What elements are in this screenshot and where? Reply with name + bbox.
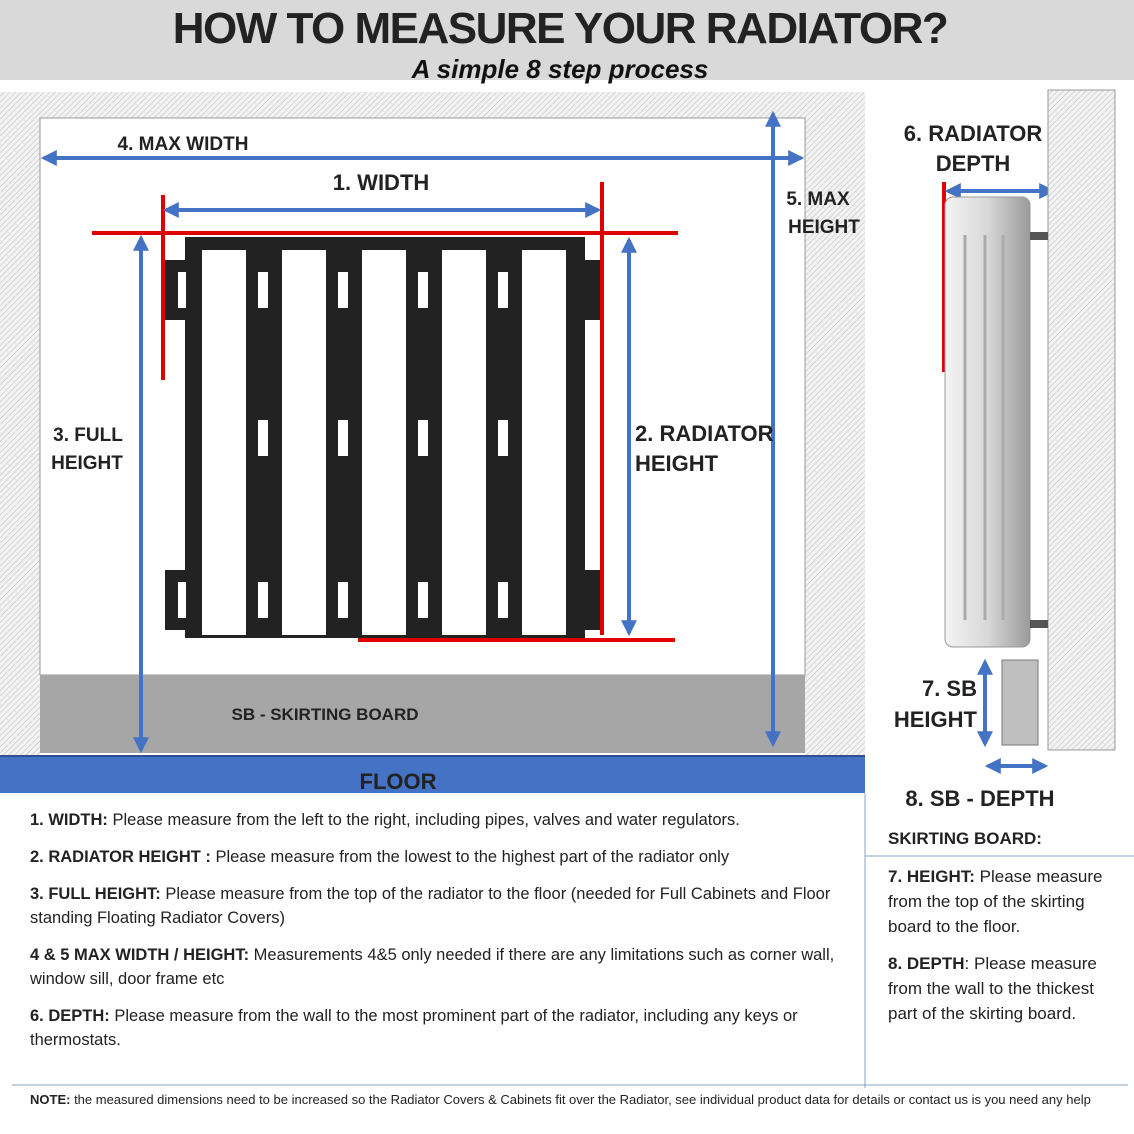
- instruction-item: 3. FULL HEIGHT: Please measure from the …: [30, 885, 831, 927]
- max-width-label: 4. MAX WIDTH: [118, 134, 249, 155]
- max-height-label-2: HEIGHT: [788, 217, 860, 238]
- radiator-height-label-1: 2. RADIATOR: [635, 421, 774, 446]
- page-title: HOW TO MEASURE YOUR RADIATOR?: [172, 4, 949, 53]
- radiator-depth-label-2: DEPTH: [936, 151, 1011, 176]
- left-wall: [0, 92, 40, 757]
- instructions: 1. WIDTH: Please measure from the left t…: [30, 808, 870, 1065]
- note: NOTE: the measured dimensions need to be…: [30, 1092, 1091, 1107]
- instruction-item: 4 & 5 MAX WIDTH / HEIGHT: Measurements 4…: [30, 946, 835, 988]
- full-height-label-2: HEIGHT: [51, 453, 123, 474]
- header-banner: [0, 0, 1134, 80]
- skirting-board: [40, 675, 805, 753]
- skirting-board-label: SB - SKIRTING BOARD: [232, 705, 419, 724]
- full-height-label-1: 3. FULL: [53, 425, 123, 446]
- skirting-item: 8. DEPTH: Please measure from the wall t…: [888, 954, 1097, 1023]
- radiator-side-view: [944, 196, 1048, 648]
- sb-height-label-2: HEIGHT: [894, 707, 978, 732]
- sb-height-label-1: 7. SB: [922, 676, 977, 701]
- instruction-item: 1. WIDTH: Please measure from the left t…: [30, 811, 740, 829]
- side-wall: [1047, 89, 1116, 751]
- radiator-depth-label-1: 6. RADIATOR: [904, 121, 1043, 146]
- max-height-label-1: 5. MAX: [786, 189, 850, 210]
- width-label: 1. WIDTH: [333, 170, 430, 195]
- floor-label: FLOOR: [360, 769, 437, 794]
- skirting-heading: SKIRTING BOARD:: [888, 829, 1042, 848]
- skirting-instructions: 7. HEIGHT: Please measure from the top o…: [888, 864, 1113, 1038]
- right-wall: [805, 92, 865, 757]
- radiator-height-label-2: HEIGHT: [635, 451, 719, 476]
- ceiling: [40, 92, 805, 118]
- floor: [0, 757, 865, 793]
- skirting-board-side: [1001, 659, 1039, 746]
- sb-depth-label: 8. SB - DEPTH: [905, 786, 1054, 811]
- instruction-item: 6. DEPTH: Please measure from the wall t…: [30, 1007, 798, 1049]
- page-subtitle: A simple 8 step process: [411, 54, 709, 84]
- instruction-item: 2. RADIATOR HEIGHT : Please measure from…: [30, 848, 730, 866]
- skirting-item: 7. HEIGHT: Please measure from the top o…: [888, 867, 1103, 936]
